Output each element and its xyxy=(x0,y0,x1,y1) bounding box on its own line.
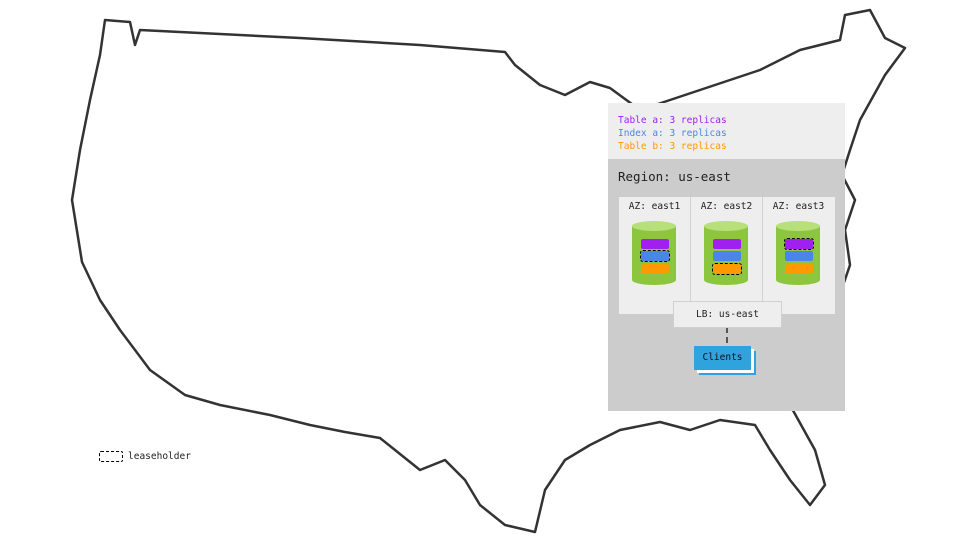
availability-zones: AZ: east1 AZ: east2 AZ: east3 xyxy=(619,197,835,314)
az-label: AZ: east3 xyxy=(772,201,825,212)
load-balancer: LB: us-east xyxy=(673,301,782,328)
leaseholder-legend: leaseholder xyxy=(99,451,191,462)
legend-table-b: Table b: 3 replicas xyxy=(618,141,727,152)
replica-index-a-leaseholder xyxy=(640,250,670,262)
region-us-east: Region: us-east AZ: east1 AZ: east2 AZ: … xyxy=(608,159,845,411)
replica-table-b-leaseholder xyxy=(712,263,742,275)
replica-table-a xyxy=(713,239,741,249)
legend-index-a: Index a: 3 replicas xyxy=(618,128,727,139)
leaseholder-swatch xyxy=(99,451,123,462)
region-title: Region: us-east xyxy=(618,169,731,184)
replica-table-b xyxy=(785,264,813,274)
replica-legend: Table a: 3 replicas Index a: 3 replicas … xyxy=(608,103,845,159)
replica-table-a-leaseholder xyxy=(784,238,814,250)
replica-table-b xyxy=(641,264,669,274)
az-east3: AZ: east3 xyxy=(763,197,834,314)
replica-table-a xyxy=(641,239,669,249)
clients-box: Clients xyxy=(694,346,751,370)
replica-index-a xyxy=(713,251,741,261)
leaseholder-label: leaseholder xyxy=(128,451,191,462)
az-label: AZ: east2 xyxy=(700,201,753,212)
replica-index-a xyxy=(785,251,813,261)
az-east1: AZ: east1 xyxy=(619,197,691,314)
az-east2: AZ: east2 xyxy=(691,197,763,314)
az-label: AZ: east1 xyxy=(628,201,681,212)
legend-table-a: Table a: 3 replicas xyxy=(618,115,727,126)
